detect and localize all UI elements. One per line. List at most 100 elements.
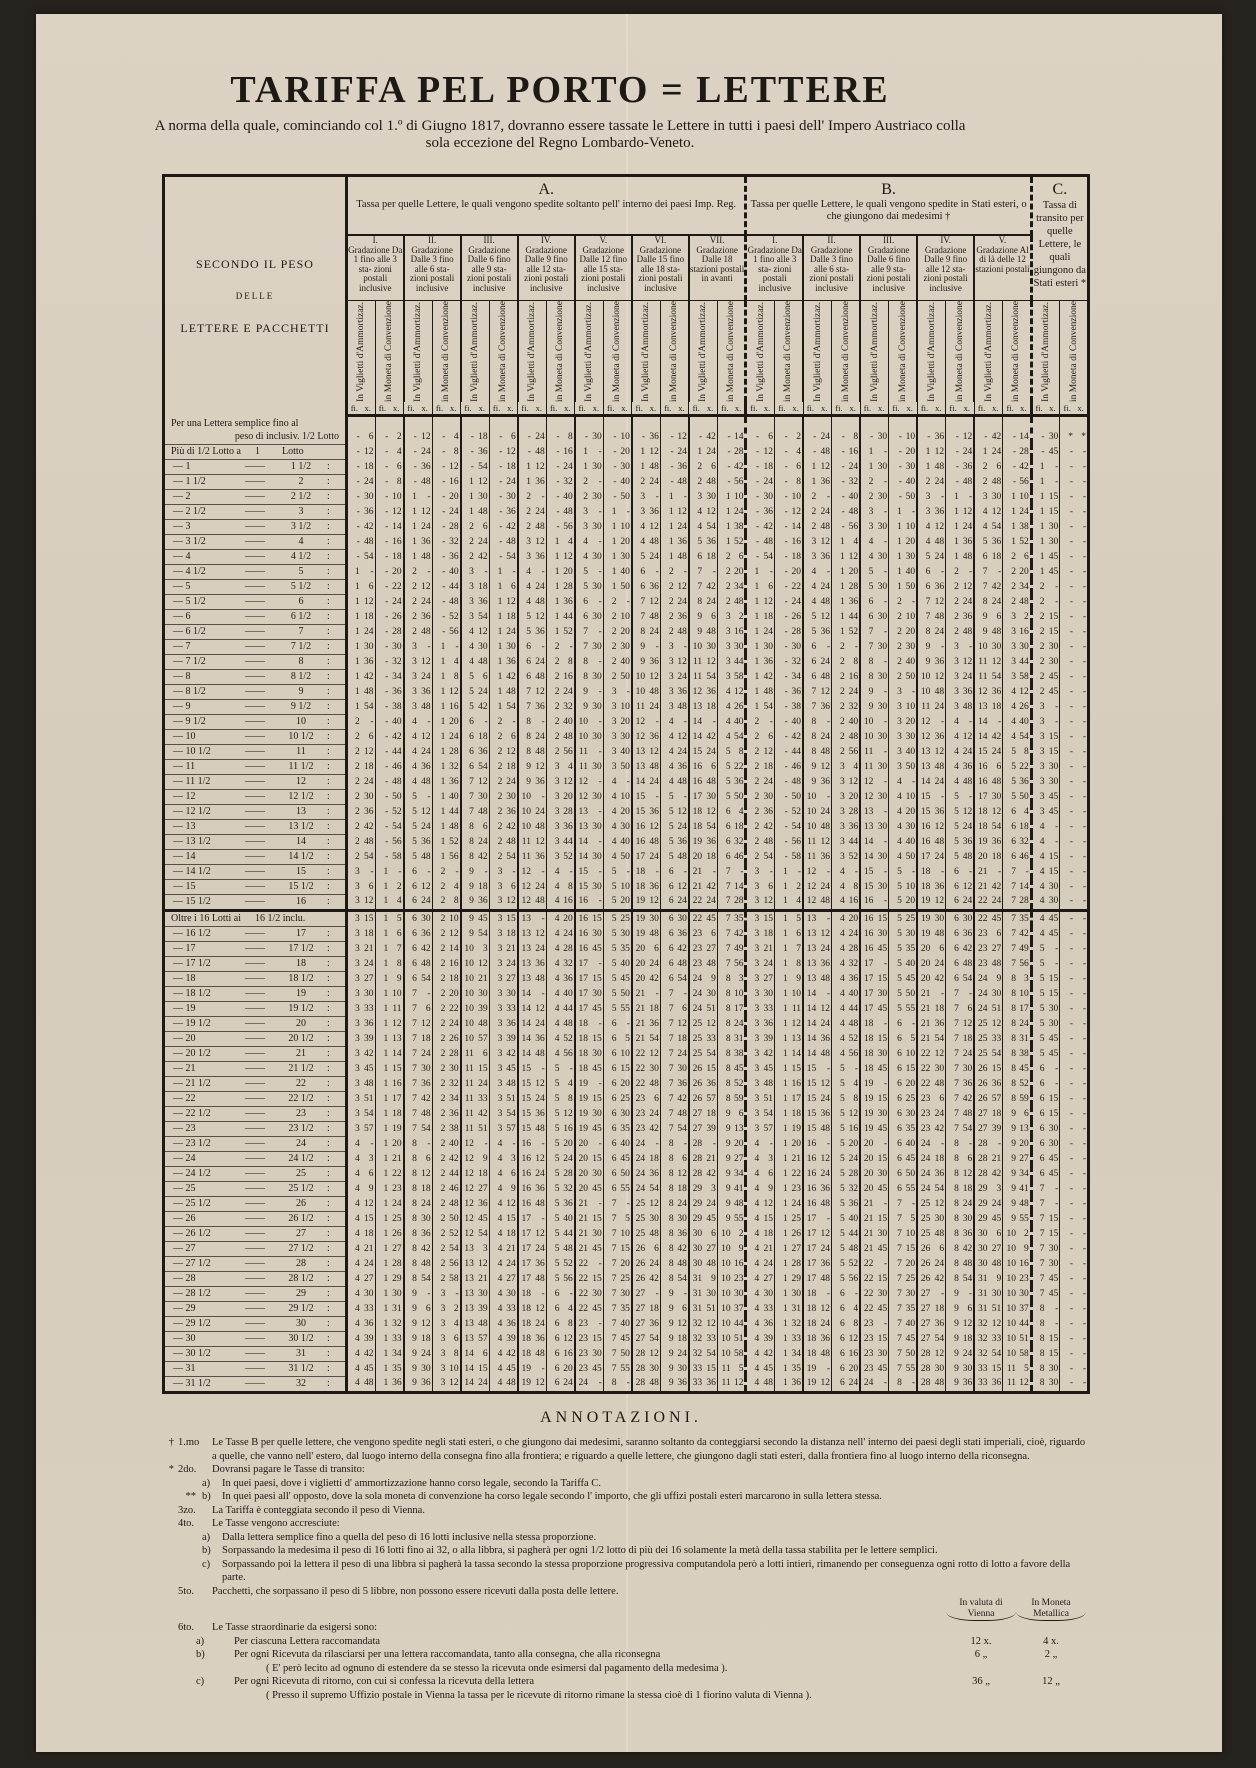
cell-kreuzer: -: [712, 716, 716, 727]
cell-kreuzer: 36: [820, 1333, 831, 1344]
cell-kreuzer: -: [541, 716, 545, 727]
cell-fiorini: 7: [659, 1076, 675, 1092]
cell-kreuzer: 8: [568, 432, 573, 443]
cell-kreuzer: 24: [962, 521, 973, 532]
weight-colon: :: [327, 1302, 330, 1314]
cell-kreuzer: 24: [421, 1048, 431, 1059]
cell-kreuzer: 45: [1019, 1063, 1029, 1074]
cell-fiorini: 2: [630, 474, 647, 490]
cell-kreuzer: 15: [620, 1063, 630, 1074]
cell-kreuzer: 2: [796, 432, 801, 443]
cell-kreuzer: -: [998, 1138, 1002, 1149]
fee-row: a) Per ciascuna Lettera raccomandata 12 x.…: [156, 1635, 1086, 1649]
cell-fiorini: 18: [973, 804, 989, 820]
unit-fiorini: fi.: [574, 402, 590, 418]
cell-fiorini: 20: [573, 1151, 590, 1167]
cell-fiorini: 1: [431, 819, 447, 835]
table-row: — 11 1/2 —— 12:2 24-48 4 48 1 36 7 12 2 24 9 36 3 12 12-…: [163, 774, 1089, 790]
cell-fiorini: 4: [545, 908, 561, 927]
cell-kreuzer: 15: [392, 1063, 402, 1074]
cell-kreuzer: 16: [1019, 626, 1029, 637]
weight-colon: :: [327, 972, 330, 984]
cell-kreuzer: 9: [510, 1183, 516, 1194]
cell-fiorini: 5: [1002, 774, 1017, 790]
cell-fiorini: 1: [516, 474, 532, 490]
cell-fiorini: 6: [602, 1106, 618, 1122]
cell-kreuzer: 50: [1019, 791, 1029, 802]
cell-kreuzer: -: [1082, 1093, 1086, 1104]
cell-fiorini: 3: [488, 1031, 504, 1047]
cell-kreuzer: 10: [791, 988, 802, 999]
cell-kreuzer: 24: [421, 1348, 431, 1359]
cell-fiorini: -: [1059, 956, 1075, 972]
cell-fiorini: -: [402, 459, 418, 475]
cell-kreuzer: 48: [649, 1228, 659, 1239]
weight-from: — 10: [173, 730, 196, 742]
cell-kreuzer: -: [998, 566, 1002, 577]
cell-kreuzer: 42: [649, 1123, 659, 1134]
cell-fiorini: -: [1059, 1316, 1075, 1332]
cell-kreuzer: 18: [763, 461, 773, 472]
cell-fiorini: 18: [801, 1346, 818, 1362]
cell-kreuzer: 3: [1024, 973, 1029, 984]
weight-from: — 24 1/2: [173, 1167, 211, 1179]
cell-fiorini: 5: [945, 789, 960, 805]
cell-fiorini: 2: [431, 1001, 447, 1017]
cell-fiorini: 32: [973, 1346, 989, 1362]
cell-kreuzer: 10: [733, 988, 744, 999]
weight-to: 27 1/2: [288, 1242, 314, 1254]
cell-kreuzer: 30: [877, 641, 888, 652]
weight-to: 16 1/2 inclu.: [255, 912, 306, 924]
gradation-numeral: II.: [827, 235, 836, 245]
cell-kreuzer: 45: [506, 1363, 516, 1374]
cell-fiorini: 1: [744, 624, 761, 640]
cell-fiorini: 4: [459, 654, 475, 670]
cell-kreuzer: 33: [991, 1333, 1002, 1344]
cell-kreuzer: 15: [503, 908, 518, 927]
cell-kreuzer: -: [911, 506, 916, 517]
cell-kreuzer: 14: [392, 521, 402, 532]
cell-fiorini: -: [1059, 1031, 1075, 1047]
cell-fiorini: 2: [888, 624, 903, 640]
cell-kreuzer: 30: [877, 701, 888, 712]
cell-fiorini: -: [1059, 774, 1075, 790]
table-row: — 22 1/2 —— 23:3 54 1 18 7 48 2 36 11 42 3 54 15 36 5 12 1…: [163, 1106, 1089, 1122]
cell-kreuzer: 30: [962, 1363, 973, 1374]
cell-kreuzer: 30: [1048, 1363, 1059, 1374]
cell-fiorini: 21: [916, 1016, 932, 1032]
cell-kreuzer: 18: [962, 1183, 973, 1194]
cell-kreuzer: 36: [848, 596, 859, 607]
cell-fiorini: -: [431, 504, 447, 520]
cell-fiorini: 5: [545, 1256, 561, 1272]
cell-kreuzer: 54: [677, 1123, 687, 1134]
cell-fiorini: 9: [659, 1301, 675, 1317]
cell-kreuzer: 20: [392, 1138, 402, 1149]
cell-kreuzer: 36: [535, 851, 545, 862]
cell-fiorini: 9: [459, 879, 475, 895]
cell-fiorini: -: [374, 834, 390, 850]
gradation-text: Gradazione Da 1 fino alle 3 sta- zioni p…: [747, 244, 802, 293]
cell-fiorini: 7: [659, 1091, 675, 1107]
cell-kreuzer: 24: [934, 1258, 945, 1269]
cell-kreuzer: -: [598, 1258, 602, 1269]
fee-metallica: 2 „: [1044, 1649, 1058, 1660]
cell-fiorini: 6: [888, 1166, 903, 1182]
cell-fiorini: 10: [801, 804, 818, 820]
cell-fiorini: -: [1059, 609, 1075, 625]
cell-kreuzer: 48: [478, 506, 488, 517]
cell-fiorini: 9: [1002, 1196, 1017, 1212]
row-weight-label: — 10 —— 10 1/2:: [163, 729, 348, 745]
cell-kreuzer: 42: [421, 943, 431, 954]
cell-kreuzer: 24: [934, 851, 945, 862]
cell-fiorini: 19: [973, 834, 989, 850]
cell-fiorini: 3: [1029, 714, 1046, 730]
cell-kreuzer: 10: [620, 791, 630, 802]
cell-fiorini: 6: [659, 926, 675, 942]
cell-fiorini: 1: [945, 519, 960, 535]
cell-kreuzer: 24: [848, 686, 859, 697]
cell-fiorini: 16: [801, 1196, 818, 1212]
cell-kreuzer: 20: [905, 626, 916, 637]
cell-kreuzer: -: [484, 716, 488, 727]
cell-fiorini: 2: [431, 864, 447, 880]
cell-fiorini: 4: [659, 759, 675, 775]
